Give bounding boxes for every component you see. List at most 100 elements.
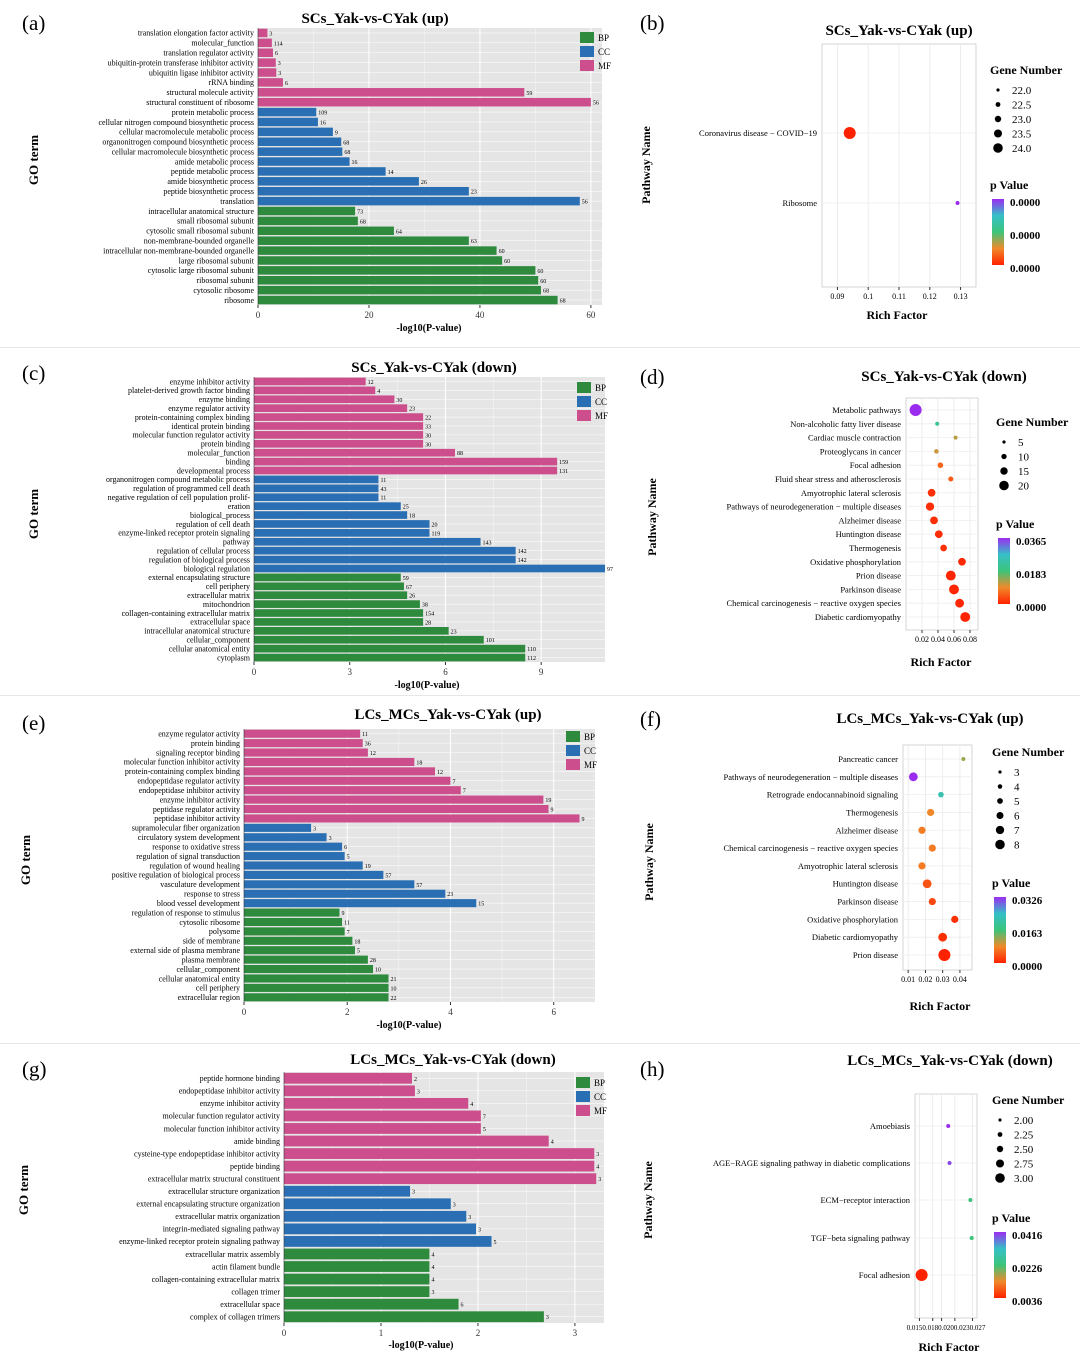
- panel-label: (a): [22, 11, 45, 35]
- size-legend-dot: [995, 825, 1005, 835]
- y-tick-label: protein binding: [201, 440, 250, 449]
- bar-count-label: 11: [380, 478, 386, 484]
- y-axis-title: Pathway Name: [645, 478, 659, 556]
- bar-count-label: 9: [582, 817, 585, 823]
- y-tick-label: enzyme-linked receptor protein signaling: [118, 529, 250, 538]
- bar: [254, 413, 424, 421]
- bar-count-label: 59: [403, 576, 409, 582]
- dot: [928, 897, 936, 906]
- bar: [284, 1185, 411, 1197]
- size-legend-dot: [994, 115, 1002, 123]
- bar: [254, 555, 516, 564]
- y-tick-label: endopeptidase inhibitor activity: [179, 1087, 280, 1096]
- x-tick-label: 0.01: [901, 975, 915, 984]
- size-legend-label: 24.0: [1012, 143, 1032, 155]
- bar: [254, 537, 481, 546]
- bar-count-label: 3: [278, 71, 281, 77]
- bar-count-label: 20: [432, 522, 438, 528]
- bar: [254, 644, 526, 653]
- bar-count-label: 142: [518, 549, 527, 555]
- bar: [258, 295, 558, 305]
- bar: [258, 246, 497, 255]
- size-legend-dot: [998, 1118, 1002, 1122]
- bar-count-label: 22: [391, 996, 397, 1002]
- bar-count-label: 5: [347, 855, 350, 861]
- size-legend-label: 23.0: [1012, 114, 1032, 126]
- bar: [254, 573, 401, 582]
- dot: [922, 879, 932, 889]
- chart-title: SCs_Yak-vs-CYak (up): [825, 23, 972, 39]
- bar-count-label: 68: [343, 140, 349, 146]
- y-tick-label: Amyotrophic lateral sclerosis: [798, 861, 898, 871]
- bar-count-label: 101: [486, 638, 495, 644]
- y-tick-label: peptide binding: [230, 1162, 280, 1171]
- y-tick-label: ubiquitin ligase inhibitor activity: [149, 68, 254, 77]
- dot: [960, 612, 971, 622]
- y-tick-label: translation: [220, 197, 254, 206]
- y-tick-label: plasma membrane: [182, 955, 241, 964]
- y-tick-label: cytosolic large ribosomal subunit: [148, 266, 255, 275]
- y-tick-label: Alzheimer disease: [838, 515, 901, 525]
- panel-label: (b): [640, 11, 665, 35]
- y-tick-label: regulation of signal transduction: [136, 852, 240, 861]
- bar: [258, 58, 276, 67]
- plot-area: [914, 1093, 978, 1319]
- bar: [254, 395, 395, 404]
- y-tick-label: Focal adhesion: [850, 460, 902, 470]
- y-tick-label: cysteine-type endopeptidase inhibitor ac…: [134, 1149, 280, 1158]
- bar: [254, 386, 376, 395]
- legend-label-bp: BP: [595, 383, 606, 393]
- bar: [244, 786, 461, 795]
- dot: [935, 421, 940, 426]
- legend-label-bp: BP: [594, 1078, 605, 1088]
- bar: [284, 1311, 544, 1323]
- y-tick-label: Non-alcoholic fatty liver disease: [790, 419, 901, 429]
- bar: [284, 1085, 415, 1097]
- y-tick-label: intracellular non-membrane-bounded organ…: [103, 246, 254, 255]
- bar-count-label: 3: [478, 1227, 481, 1233]
- y-tick-label: Fluid shear stress and atherosclerosis: [775, 474, 901, 484]
- y-tick-label: cellular nitrogen compound biosynthetic …: [98, 118, 254, 127]
- dot: [968, 1198, 973, 1202]
- bar: [258, 68, 277, 77]
- bar-count-label: 9: [341, 911, 344, 917]
- dot: [909, 404, 922, 416]
- y-tick-label: polysome: [209, 927, 241, 936]
- y-tick-label: cellular macromolecule metabolic process: [119, 128, 254, 137]
- bar-count-label: 68: [360, 219, 366, 225]
- color-legend-label: 0.0000: [1010, 263, 1041, 275]
- bar: [244, 899, 477, 908]
- y-tick-label: molecular function inhibitor activity: [164, 1124, 280, 1133]
- bar-count-label: 15: [478, 902, 484, 908]
- bar: [258, 276, 539, 285]
- y-tick-label: external encapsulating structure organiz…: [136, 1200, 280, 1209]
- dot: [925, 502, 935, 511]
- dot: [955, 201, 960, 205]
- y-tick-label: Diabetic cardiomyopathy: [812, 932, 899, 942]
- y-tick-label: Prion disease: [856, 571, 901, 581]
- size-legend-dot: [996, 811, 1004, 820]
- y-tick-label: regulation of response to stimulus: [132, 908, 240, 917]
- panel-label: (c): [22, 361, 45, 385]
- x-tick-label: 0.12: [923, 292, 937, 301]
- legend-swatch-mf: [580, 60, 594, 71]
- bar-count-label: 6: [344, 845, 347, 851]
- x-tick-label: 1: [379, 1328, 384, 1338]
- bar: [258, 147, 343, 156]
- bar: [244, 880, 415, 889]
- bar: [254, 529, 430, 537]
- y-tick-label: Thermogenesis: [846, 807, 898, 817]
- size-legend-dot: [996, 88, 1000, 92]
- dot: [934, 449, 939, 454]
- size-legend-label: 6: [1014, 811, 1020, 823]
- dot: [947, 1161, 952, 1165]
- bar-count-label: 3: [278, 61, 281, 67]
- bar: [258, 206, 356, 216]
- bar: [244, 983, 389, 992]
- y-tick-label: cellular macromolecule biosynthetic proc…: [112, 147, 254, 156]
- bar-count-label: 3: [269, 31, 272, 37]
- dot: [938, 932, 948, 942]
- bar-count-label: 59: [526, 91, 532, 97]
- size-legend-dot: [997, 784, 1003, 789]
